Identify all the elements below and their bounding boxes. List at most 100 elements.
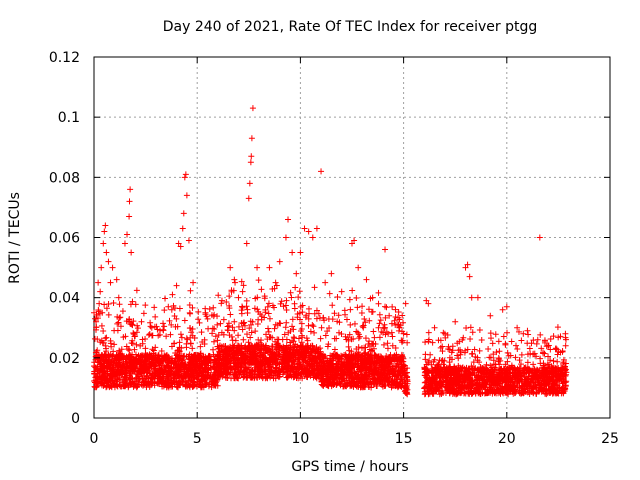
- data-point: [106, 352, 113, 359]
- data-point: [402, 300, 409, 307]
- data-point: [466, 273, 473, 280]
- data-point: [309, 234, 316, 241]
- data-point: [163, 333, 170, 340]
- data-point: [361, 315, 368, 322]
- data-point: [115, 319, 122, 326]
- data-point: [168, 321, 175, 328]
- data-point: [239, 303, 246, 310]
- data-point: [468, 294, 475, 301]
- data-point: [179, 225, 186, 232]
- data-point: [160, 326, 167, 333]
- data-point: [303, 335, 310, 342]
- data-point: [214, 313, 221, 320]
- data-point: [130, 318, 137, 325]
- data-point: [173, 282, 180, 289]
- data-point: [290, 326, 297, 333]
- data-point: [363, 276, 370, 283]
- data-point: [386, 312, 393, 319]
- data-point: [277, 300, 284, 307]
- data-point: [474, 294, 481, 301]
- data-point: [113, 375, 120, 382]
- data-point: [189, 325, 196, 332]
- data-point: [160, 320, 167, 327]
- data-point: [186, 309, 193, 316]
- data-point: [215, 292, 222, 299]
- data-point: [311, 284, 318, 291]
- data-point: [156, 331, 163, 338]
- data-point: [305, 228, 312, 235]
- data-point: [322, 279, 329, 286]
- data-point: [93, 318, 100, 325]
- data-point: [103, 334, 110, 341]
- data-point: [296, 288, 303, 295]
- data-point: [140, 310, 147, 317]
- data-point: [265, 310, 272, 317]
- data-point: [305, 305, 312, 312]
- data-point: [126, 198, 133, 205]
- data-point: [514, 324, 521, 331]
- data-point: [249, 105, 256, 112]
- data-point: [293, 270, 300, 277]
- data-point: [370, 328, 377, 335]
- data-point: [291, 335, 298, 342]
- data-point: [115, 294, 122, 301]
- data-point: [524, 327, 531, 334]
- data-point: [138, 318, 145, 325]
- data-point: [246, 325, 253, 332]
- data-point: [366, 317, 373, 324]
- data-point: [190, 279, 197, 286]
- data-point: [266, 264, 273, 271]
- data-point: [395, 309, 402, 316]
- data-point: [148, 324, 155, 331]
- data-point: [261, 293, 268, 300]
- data-point: [134, 322, 141, 329]
- data-point: [347, 306, 354, 313]
- data-point: [178, 334, 185, 341]
- data-point: [354, 304, 361, 311]
- data-point: [289, 316, 296, 323]
- data-point: [255, 308, 262, 315]
- data-point: [220, 316, 227, 323]
- data-point: [111, 341, 118, 348]
- data-point: [262, 309, 269, 316]
- data-point: [191, 335, 198, 342]
- data-point: [376, 320, 383, 327]
- data-point: [362, 319, 369, 326]
- data-point: [128, 249, 135, 256]
- data-point: [276, 258, 283, 265]
- data-point: [331, 310, 338, 317]
- data-point: [114, 320, 121, 327]
- data-point: [180, 210, 187, 217]
- data-point: [264, 303, 271, 310]
- data-point: [229, 337, 236, 344]
- data-point: [98, 264, 105, 271]
- data-point: [165, 303, 172, 310]
- data-point: [198, 329, 205, 336]
- data-point: [342, 333, 349, 340]
- data-point: [255, 277, 262, 284]
- data-point: [423, 297, 430, 304]
- data-point: [382, 303, 389, 310]
- data-point: [161, 323, 168, 330]
- data-point: [127, 186, 134, 193]
- data-point: [355, 264, 362, 271]
- data-point: [102, 222, 109, 229]
- data-point: [211, 326, 218, 333]
- data-point: [210, 304, 217, 311]
- data-point: [382, 246, 389, 253]
- data-point: [343, 316, 350, 323]
- data-point: [217, 320, 224, 327]
- data-point: [223, 299, 230, 306]
- data-point: [168, 343, 175, 350]
- data-point: [499, 306, 506, 313]
- data-point: [380, 341, 387, 348]
- data-point: [252, 328, 259, 335]
- data-point: [114, 313, 121, 320]
- data-point: [196, 319, 203, 326]
- data-point: [209, 330, 216, 337]
- data-point: [91, 335, 98, 342]
- data-point: [183, 335, 190, 342]
- data-point: [267, 351, 274, 358]
- data-point: [133, 329, 140, 336]
